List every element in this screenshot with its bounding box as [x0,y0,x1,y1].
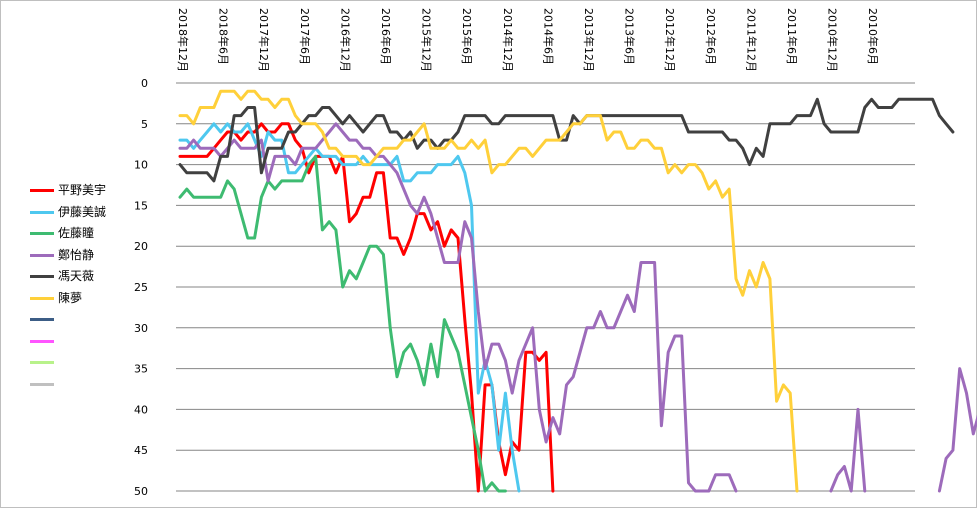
series-line [180,124,553,491]
y-tick-label: 5 [141,118,148,131]
y-tick-label: 10 [134,159,148,172]
x-tick-label: 2011年12月 [744,8,758,72]
y-tick-label: 45 [134,444,148,457]
y-tick-label: 25 [134,281,148,294]
legend-swatch [30,318,54,321]
y-tick-label: 35 [134,363,148,376]
legend-label: 佐藤瞳 [58,226,95,240]
x-tick-label: 2012年12月 [663,8,677,72]
series-line [178,89,799,493]
legend-item [30,332,140,354]
legend-label: 平野美宇 [58,183,107,197]
legend-label: 馮天薇 [58,269,95,283]
y-tick-label: 40 [134,403,148,416]
legend-item: 陳夢 [30,289,140,311]
y-tick-label: 15 [134,199,148,212]
series-line [178,97,955,183]
legend-item [30,353,140,375]
x-tick-label: 2015年12月 [420,8,434,72]
legend-item: 伊藤美誠 [30,203,140,225]
x-tick-label: 2013年12月 [582,8,596,72]
series-lines [178,89,977,493]
legend-label: 伊藤美誠 [58,204,107,219]
legend-item: 馮天薇 [30,267,140,289]
x-tick-label: 2010年6月 [866,8,880,65]
legend-swatch [30,361,54,364]
legend-swatch [30,210,54,214]
y-tick-label: 50 [134,485,148,498]
legend-label: 鄭怡静 [58,247,95,262]
series-line [178,122,977,493]
x-tick-label: 2016年6月 [379,8,393,65]
x-tick-label: 2014年12月 [501,8,515,72]
legend-swatch [30,232,54,235]
legend-swatch [30,296,54,300]
x-axis-tick-labels: 2018年12月 2018年6月 2017年12月 2017年6月 2016年12月 20… [176,8,880,72]
x-tick-label: 2014年6月 [541,8,555,65]
legend-item: 佐藤瞳 [30,224,140,246]
x-tick-label: 2018年12月 [176,8,190,72]
y-tick-label: 0 [141,77,148,90]
legend-swatch [30,339,54,343]
x-tick-label: 2018年6月 [217,8,231,65]
x-tick-label: 2013年6月 [623,8,637,65]
legend-swatch [30,382,54,386]
y-tick-label: 30 [134,322,148,335]
y-axis-tick-labels: 0 5 10 15 20 25 30 35 40 45 50 [134,77,148,498]
grid-lines [176,82,915,492]
x-tick-label: 2010年12月 [826,8,840,72]
legend-item: 鄭怡静 [30,246,140,268]
legend-swatch [30,253,54,257]
legend-item: 平野美宇 [30,181,140,203]
legend-item [30,310,140,332]
legend-swatch [30,275,54,278]
x-tick-label: 2017年6月 [298,8,312,65]
x-tick-label: 2016年12月 [338,8,352,72]
legend-swatch [30,189,54,192]
legend-label: 陳夢 [58,290,83,305]
legend-item [30,375,140,397]
x-tick-label: 2017年12月 [257,8,271,72]
x-tick-label: 2011年6月 [785,8,799,65]
legend: 平野美宇 伊藤美誠 佐藤瞳 鄭怡静 馮天薇 陳夢 [30,181,140,396]
x-tick-label: 2012年6月 [704,8,718,65]
series-line [178,154,507,493]
y-tick-label: 20 [134,240,148,253]
x-tick-label: 2015年6月 [460,8,474,65]
